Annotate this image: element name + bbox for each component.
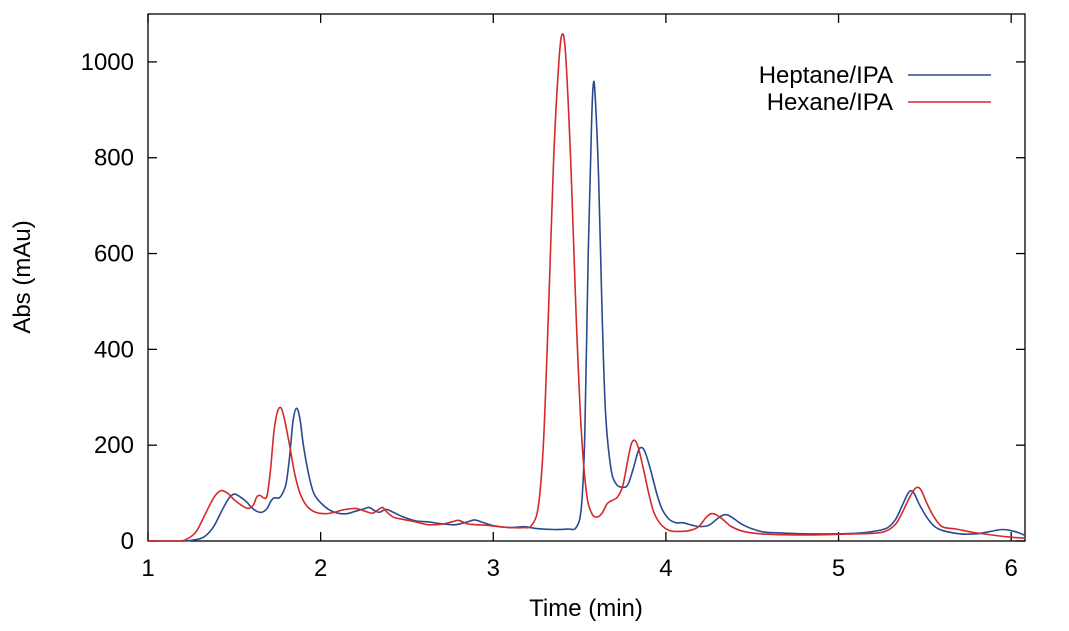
x-tick-label: 2	[314, 555, 327, 582]
y-tick-label: 1000	[81, 49, 134, 76]
y-tick-label: 400	[94, 336, 134, 363]
plot-frame	[147, 13, 1026, 542]
x-axis-title: Time (min)	[529, 595, 643, 622]
y-tick-label: 800	[94, 145, 134, 172]
y-tick-label: 600	[94, 241, 134, 268]
x-tick-label: 6	[1005, 555, 1018, 582]
x-tick-label: 1	[141, 555, 154, 582]
y-tick-label: 0	[121, 528, 134, 555]
legend-label: Heptane/IPA	[759, 62, 893, 89]
series-line-heptane-ipa	[147, 80, 1026, 542]
x-tick-label: 5	[832, 555, 845, 582]
legend-label: Hexane/IPA	[767, 89, 893, 116]
series-line-hexane-ipa	[147, 33, 1026, 542]
x-tick-label: 3	[487, 555, 500, 582]
x-tick-label: 4	[659, 555, 672, 582]
y-tick-label: 200	[94, 432, 134, 459]
y-axis-title: Abs (mAu)	[9, 220, 36, 333]
series-layer	[147, 33, 1026, 542]
